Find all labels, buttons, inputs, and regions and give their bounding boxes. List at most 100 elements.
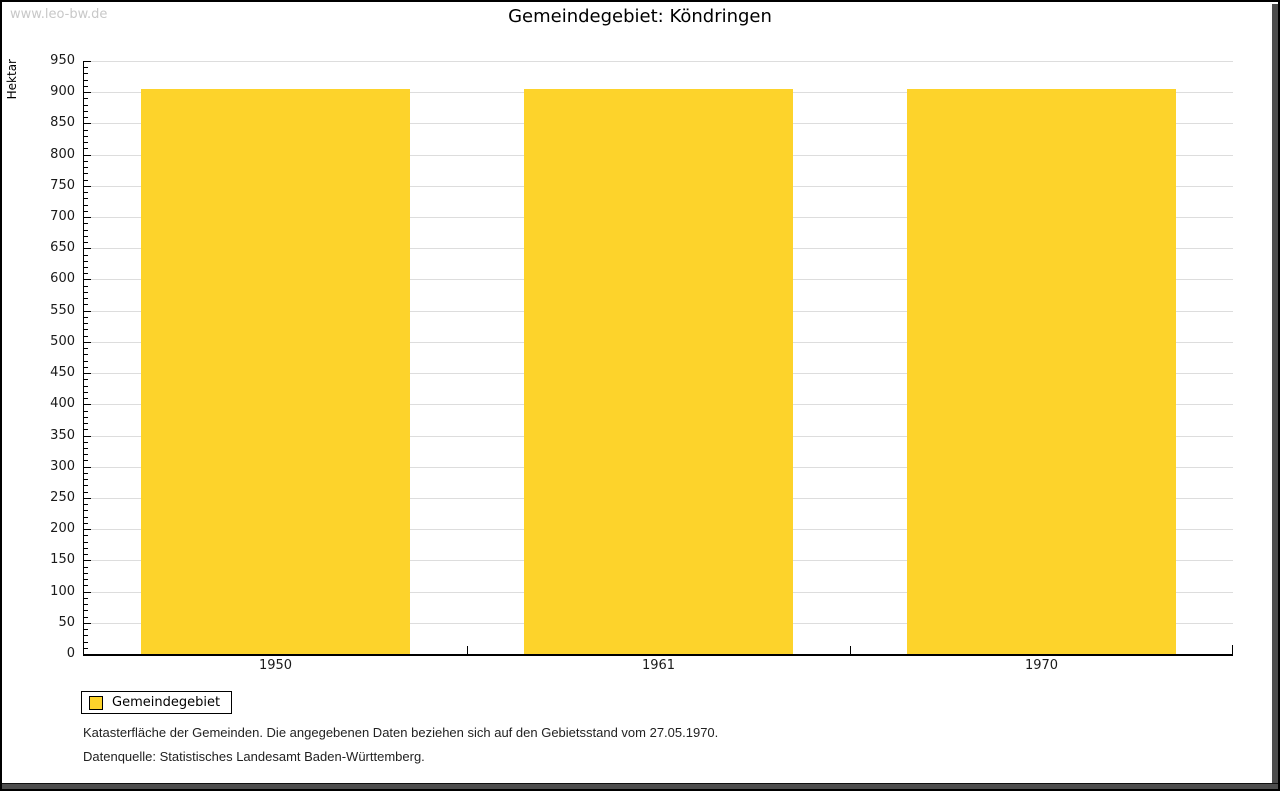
y-minor-tick <box>84 260 88 262</box>
y-tick-label: 350 <box>50 427 75 443</box>
y-major-tick <box>84 591 91 593</box>
y-major-tick <box>84 529 91 531</box>
y-minor-tick <box>84 629 88 631</box>
y-minor-tick <box>84 129 88 131</box>
y-minor-tick <box>84 210 88 212</box>
y-tick-label: 400 <box>50 396 75 412</box>
y-minor-tick <box>84 148 88 150</box>
y-minor-tick <box>84 572 88 574</box>
y-tick-label: 600 <box>50 271 75 287</box>
y-minor-tick <box>84 516 88 518</box>
y-minor-tick <box>84 266 88 268</box>
y-tick-label: 750 <box>50 177 75 193</box>
y-minor-tick <box>84 67 88 69</box>
y-tick-label: 450 <box>50 365 75 381</box>
y-minor-tick <box>84 316 88 318</box>
chart-title: Gemeindegebiet: Köndringen <box>508 6 772 27</box>
y-minor-tick <box>84 285 88 287</box>
y-minor-tick <box>84 198 88 200</box>
y-minor-tick <box>84 429 88 431</box>
y-minor-tick <box>84 160 88 162</box>
y-minor-tick <box>84 641 88 643</box>
y-minor-tick <box>84 541 88 543</box>
y-minor-tick <box>84 554 88 556</box>
y-minor-tick <box>84 110 88 112</box>
y-major-tick <box>84 560 91 562</box>
y-minor-tick <box>84 167 88 169</box>
y-minor-tick <box>84 504 88 506</box>
y-minor-tick <box>84 117 88 119</box>
y-major-tick <box>84 92 91 94</box>
y-minor-tick <box>84 535 88 537</box>
bar-1970 <box>907 89 1176 654</box>
y-major-tick <box>84 248 91 250</box>
y-tick-label: 50 <box>58 614 75 630</box>
y-minor-tick <box>84 291 88 293</box>
y-major-tick <box>84 341 91 343</box>
plot-area: 0 50 100 150 200 250 300 350 400 450 500 550 600 650 7… <box>50 53 1233 673</box>
gridline <box>84 61 1233 62</box>
y-minor-tick <box>84 479 88 481</box>
y-major-tick <box>84 279 91 281</box>
y-minor-tick <box>84 416 88 418</box>
x-tick-label: 1970 <box>1024 658 1059 673</box>
y-minor-tick <box>84 142 88 144</box>
y-tick-label: 700 <box>50 209 75 225</box>
y-minor-tick <box>84 610 88 612</box>
footer-note: Katasterfläche der Gemeinden. Die angege… <box>83 725 719 740</box>
y-tick-label: 900 <box>50 84 75 100</box>
y-minor-tick <box>84 329 88 331</box>
y-tick-label: 550 <box>50 302 75 318</box>
y-minor-tick <box>84 597 88 599</box>
y-minor-tick <box>84 379 88 381</box>
legend-swatch <box>89 695 103 710</box>
y-minor-tick <box>84 522 88 524</box>
x-tick-label: 1961 <box>641 658 676 673</box>
y-tick-label: 250 <box>50 489 75 505</box>
y-minor-tick <box>84 85 88 87</box>
y-minor-tick <box>84 223 88 225</box>
y-major-tick <box>84 123 91 125</box>
y-tick-label: 100 <box>50 583 75 599</box>
y-axis-title: Hektar <box>5 59 19 100</box>
y-tick-label: 650 <box>50 240 75 256</box>
y-tick-label: 800 <box>50 146 75 162</box>
y-minor-tick <box>84 385 88 387</box>
y-minor-tick <box>84 79 88 81</box>
y-minor-tick <box>84 448 88 449</box>
y-minor-tick <box>84 410 88 412</box>
y-tick-label: 850 <box>50 115 75 131</box>
y-minor-tick <box>84 298 88 300</box>
y-minor-tick <box>84 242 88 244</box>
y-minor-tick <box>84 441 88 443</box>
y-tick-label: 300 <box>50 458 75 474</box>
y-minor-tick <box>84 460 88 462</box>
y-minor-tick <box>84 423 88 425</box>
y-minor-tick <box>84 398 88 400</box>
x-tick-label: 1950 <box>258 658 293 673</box>
y-major-tick <box>84 466 91 468</box>
y-major-tick <box>84 404 91 406</box>
watermark: www.leo-bw.de <box>10 7 108 22</box>
y-minor-tick <box>84 366 88 368</box>
bar-1961 <box>524 89 793 654</box>
y-minor-tick <box>84 454 88 456</box>
y-minor-tick <box>84 273 88 275</box>
y-minor-tick <box>84 192 88 194</box>
y-major-tick <box>84 435 91 437</box>
y-minor-tick <box>84 485 88 487</box>
window-edge-right <box>1272 4 1278 789</box>
y-minor-tick <box>84 348 88 350</box>
y-minor-tick <box>84 179 88 181</box>
y-minor-tick <box>84 604 88 606</box>
y-minor-tick <box>84 73 88 75</box>
y-minor-tick <box>84 254 88 256</box>
y-minor-tick <box>84 566 88 568</box>
y-major-tick <box>84 217 91 219</box>
bar-1950 <box>141 89 410 654</box>
y-tick-label: 500 <box>50 333 75 349</box>
y-major-tick <box>84 373 91 375</box>
footer: Katasterfläche der Gemeinden. Die angege… <box>83 725 718 773</box>
y-tick-label: 950 <box>50 53 75 68</box>
y-minor-tick <box>84 491 88 493</box>
